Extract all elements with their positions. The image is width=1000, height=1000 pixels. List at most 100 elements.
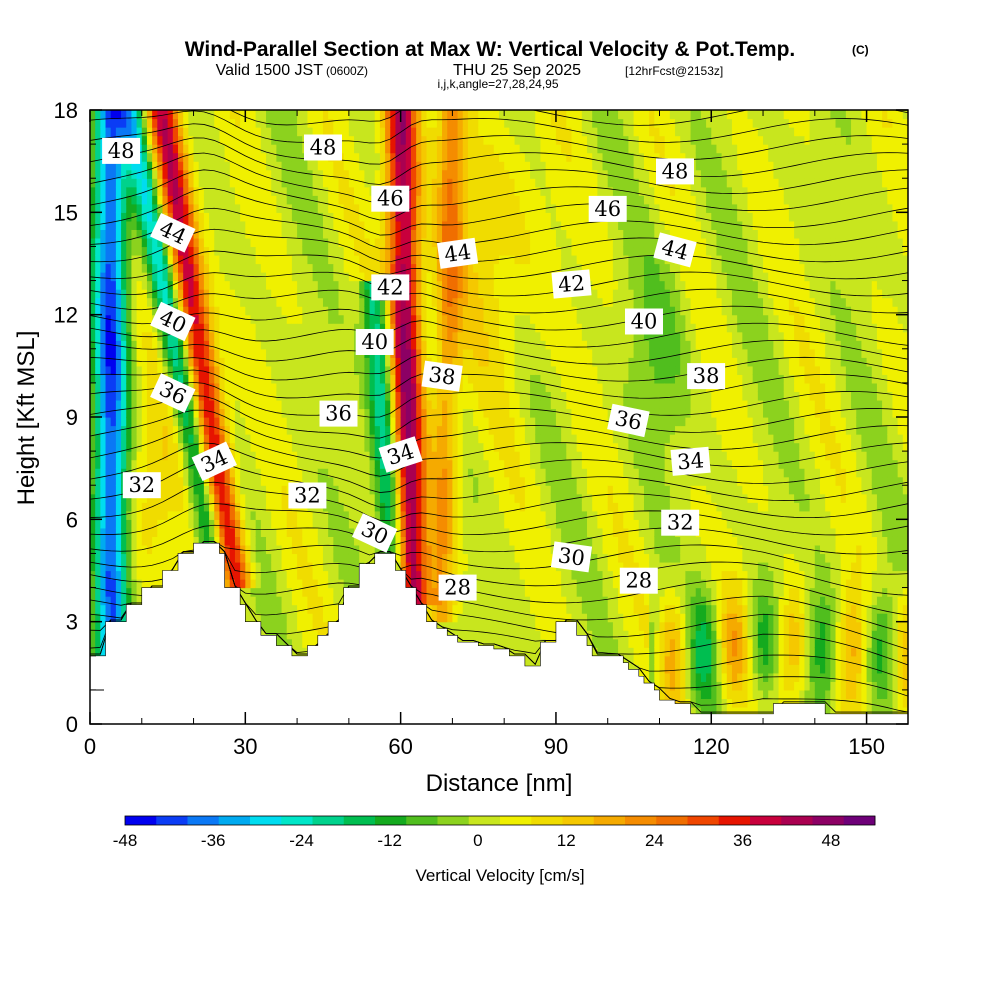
w-cell	[121, 519, 127, 529]
w-cell	[260, 340, 267, 350]
w-cell	[431, 348, 438, 358]
w-cell	[136, 306, 143, 316]
w-cell	[214, 110, 221, 120]
w-cell	[250, 561, 257, 572]
w-cell	[146, 382, 153, 393]
w-cell	[152, 237, 158, 248]
w-cell	[374, 417, 381, 427]
w-cell	[245, 553, 252, 563]
w-cell	[400, 152, 407, 162]
w-cell	[90, 272, 96, 282]
w-cell	[390, 110, 397, 120]
w-cell	[286, 408, 293, 418]
w-cell	[266, 596, 272, 606]
w-cell	[255, 331, 262, 341]
w-cell	[395, 493, 402, 503]
w-cell	[410, 365, 417, 375]
w-cell	[379, 425, 386, 435]
w-cell	[410, 357, 417, 367]
w-cell	[178, 186, 184, 196]
w-cell	[312, 425, 319, 435]
w-cell	[240, 391, 246, 401]
w-cell	[405, 382, 412, 393]
w-cell	[343, 127, 350, 137]
w-cell	[260, 519, 267, 529]
w-cell	[224, 272, 231, 282]
w-cell	[405, 510, 412, 520]
w-cell	[343, 237, 350, 248]
w-cell	[307, 587, 314, 597]
w-cell	[281, 459, 288, 469]
w-cell	[276, 561, 283, 572]
w-cell	[260, 127, 267, 137]
w-cell	[172, 186, 179, 196]
w-cell	[245, 169, 252, 179]
w-cell	[121, 254, 127, 265]
w-cell	[385, 476, 391, 486]
w-cell	[198, 289, 205, 299]
w-cell	[234, 468, 241, 478]
w-cell	[115, 314, 122, 324]
w-cell	[234, 510, 241, 520]
w-cell	[105, 451, 112, 461]
w-cell	[416, 408, 422, 418]
w-cell	[291, 127, 298, 137]
w-cell	[234, 536, 241, 546]
w-cell	[369, 510, 376, 520]
w-cell	[105, 280, 112, 290]
w-cell	[178, 536, 184, 546]
w-cell	[110, 118, 117, 128]
w-cell	[385, 434, 391, 444]
w-cell	[255, 596, 262, 606]
w-cell	[260, 306, 267, 316]
w-cell	[188, 493, 195, 503]
w-cell	[90, 118, 96, 128]
w-cell	[400, 382, 407, 393]
w-cell	[297, 306, 303, 316]
w-cell	[426, 229, 433, 239]
w-cell	[343, 331, 350, 341]
w-cell	[379, 127, 386, 137]
w-cell	[416, 110, 422, 120]
w-cell	[95, 579, 101, 589]
w-cell	[110, 323, 117, 333]
w-cell	[198, 280, 205, 290]
w-cell	[126, 263, 133, 273]
w-cell	[338, 527, 345, 537]
w-cell	[136, 527, 143, 537]
w-cell	[385, 408, 391, 418]
w-cell	[157, 272, 164, 282]
w-cell	[198, 297, 205, 307]
w-cell	[178, 357, 184, 367]
w-cell	[354, 493, 360, 503]
w-cell	[219, 289, 226, 299]
w-cell	[400, 391, 407, 401]
w-cell	[234, 527, 241, 537]
w-cell	[297, 604, 303, 614]
w-cell	[436, 272, 443, 282]
w-cell	[385, 229, 391, 239]
w-cell	[276, 399, 283, 410]
w-cell	[369, 135, 376, 145]
w-cell	[214, 374, 221, 384]
w-cell	[307, 638, 314, 648]
w-cell	[209, 161, 215, 171]
w-cell	[271, 553, 277, 563]
w-cell	[136, 127, 143, 137]
w-cell	[359, 391, 365, 401]
w-cell	[426, 553, 433, 563]
w-cell	[146, 306, 153, 316]
w-cell	[354, 135, 360, 145]
w-cell	[416, 272, 422, 282]
w-cell	[271, 596, 277, 606]
w-cell	[136, 118, 143, 128]
w-cell	[436, 621, 443, 631]
w-cell	[400, 417, 407, 427]
w-cell	[172, 289, 179, 299]
w-cell	[302, 596, 309, 606]
w-cell	[369, 178, 376, 188]
w-cell	[307, 297, 314, 307]
w-cell	[90, 647, 96, 657]
w-cell	[255, 323, 262, 333]
w-cell	[281, 340, 288, 350]
